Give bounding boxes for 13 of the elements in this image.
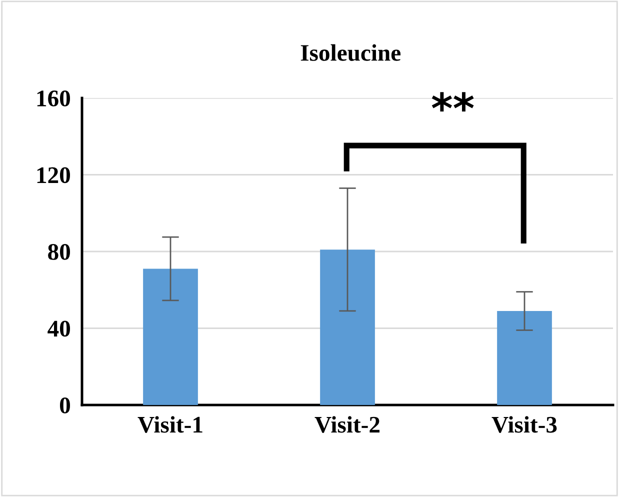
y-tick-label: 160: [37, 90, 70, 106]
x-tick-label: Visit-3: [492, 416, 557, 433]
y-tick-label: 120: [37, 167, 70, 184]
y-tick-label: 0: [60, 397, 70, 414]
bar: [497, 310, 552, 405]
y-tick-label: 80: [48, 244, 70, 260]
x-tick-label: Visit-2: [314, 416, 380, 433]
y-tick-label: 40: [48, 320, 70, 337]
bar: [143, 268, 198, 405]
chart-title: Isoleucine: [300, 44, 400, 61]
x-tick-label: Visit-1: [138, 416, 202, 433]
bar: [320, 250, 375, 405]
annotation: **: [432, 92, 474, 112]
